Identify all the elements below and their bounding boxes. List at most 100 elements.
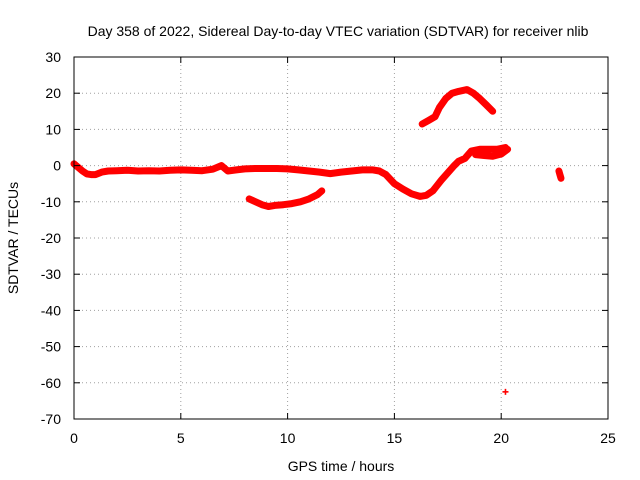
data-point bbox=[124, 167, 131, 174]
data-point bbox=[252, 198, 259, 205]
data-point bbox=[434, 182, 441, 189]
series-lower-arc bbox=[245, 187, 326, 210]
data-point bbox=[464, 86, 471, 93]
data-point bbox=[442, 95, 449, 102]
data-point bbox=[284, 165, 291, 172]
grid bbox=[74, 57, 608, 419]
data-point bbox=[297, 198, 304, 205]
data-point bbox=[105, 168, 112, 175]
y-tick-label: -30 bbox=[41, 266, 61, 282]
data-point bbox=[423, 192, 430, 199]
data-point bbox=[417, 193, 424, 200]
data-point bbox=[258, 201, 265, 208]
data-point bbox=[408, 190, 415, 197]
data-point bbox=[449, 90, 456, 97]
data-points bbox=[70, 86, 565, 395]
data-point bbox=[391, 180, 398, 187]
data-point bbox=[451, 162, 458, 169]
data-point bbox=[461, 155, 468, 162]
data-point bbox=[425, 117, 432, 124]
y-tick-label: -60 bbox=[41, 375, 61, 391]
data-point bbox=[502, 388, 509, 395]
data-point bbox=[444, 169, 451, 176]
data-point bbox=[188, 167, 195, 174]
y-tick-label: -20 bbox=[41, 230, 61, 246]
data-point bbox=[145, 167, 152, 174]
data-point bbox=[246, 195, 253, 202]
y-tick-label: 20 bbox=[45, 85, 61, 101]
y-tick-label: -10 bbox=[41, 194, 61, 210]
series-upper-arc bbox=[418, 86, 497, 128]
data-point bbox=[316, 169, 323, 176]
y-tick-label: 0 bbox=[53, 158, 61, 174]
data-point bbox=[370, 166, 377, 173]
chart-title: Day 358 of 2022, Sidereal Day-to-day VTE… bbox=[88, 23, 589, 39]
data-point bbox=[382, 171, 389, 178]
data-point bbox=[233, 166, 240, 173]
data-point bbox=[314, 191, 321, 198]
data-point bbox=[493, 146, 500, 153]
data-point bbox=[558, 175, 565, 182]
data-point bbox=[489, 108, 496, 115]
data-point bbox=[476, 146, 483, 153]
y-tick-label: -50 bbox=[41, 339, 61, 355]
series-main-track bbox=[70, 144, 509, 200]
y-tick-label: 10 bbox=[45, 121, 61, 137]
y-tick-label: 30 bbox=[45, 49, 61, 65]
data-point bbox=[318, 187, 325, 194]
data-point bbox=[263, 165, 270, 172]
data-point bbox=[429, 187, 436, 194]
x-tick-label: 0 bbox=[70, 430, 78, 446]
data-point bbox=[438, 177, 445, 184]
data-point bbox=[431, 113, 438, 120]
data-point bbox=[288, 200, 295, 207]
data-point bbox=[498, 151, 505, 158]
data-point bbox=[489, 153, 496, 160]
data-point bbox=[305, 168, 312, 175]
data-point bbox=[485, 146, 492, 153]
data-point bbox=[468, 148, 475, 155]
data-point bbox=[470, 90, 477, 97]
data-point bbox=[472, 151, 479, 158]
x-tick-label: 5 bbox=[177, 430, 185, 446]
y-axis-label: SDTVAR / TECUs bbox=[5, 182, 21, 294]
data-point bbox=[98, 169, 105, 176]
data-point bbox=[359, 166, 366, 173]
data-point bbox=[113, 167, 120, 174]
series-side-branch bbox=[472, 145, 512, 160]
data-point bbox=[280, 201, 287, 208]
data-point bbox=[177, 166, 184, 173]
data-point bbox=[265, 203, 272, 210]
data-point bbox=[156, 168, 163, 175]
data-point bbox=[79, 168, 86, 175]
data-point bbox=[209, 166, 216, 173]
data-point bbox=[455, 88, 462, 95]
data-point bbox=[476, 95, 483, 102]
data-point bbox=[455, 158, 462, 165]
series-isolated-cluster bbox=[555, 167, 565, 182]
data-point bbox=[295, 166, 302, 173]
data-point bbox=[241, 165, 248, 172]
data-point bbox=[92, 171, 99, 178]
ticks: 0 5 10 15 20 25 -70 -60 -50 -40 -30 -20 -10 0 10 20 30 bbox=[41, 49, 616, 446]
data-point bbox=[555, 168, 562, 175]
data-point bbox=[481, 152, 488, 159]
y-tick-label: -70 bbox=[41, 411, 61, 427]
data-point bbox=[399, 186, 406, 193]
x-tick-label: 10 bbox=[280, 430, 296, 446]
data-point bbox=[436, 104, 443, 111]
series-outlier bbox=[502, 388, 509, 395]
data-point bbox=[271, 202, 278, 209]
data-point bbox=[252, 165, 259, 172]
data-point bbox=[376, 168, 383, 175]
data-point bbox=[419, 120, 426, 127]
data-point bbox=[218, 162, 225, 169]
data-point bbox=[135, 168, 142, 175]
data-point bbox=[273, 165, 280, 172]
data-point bbox=[167, 167, 174, 174]
data-point bbox=[504, 146, 511, 153]
x-tick-label: 25 bbox=[600, 430, 616, 446]
x-tick-label: 15 bbox=[387, 430, 403, 446]
